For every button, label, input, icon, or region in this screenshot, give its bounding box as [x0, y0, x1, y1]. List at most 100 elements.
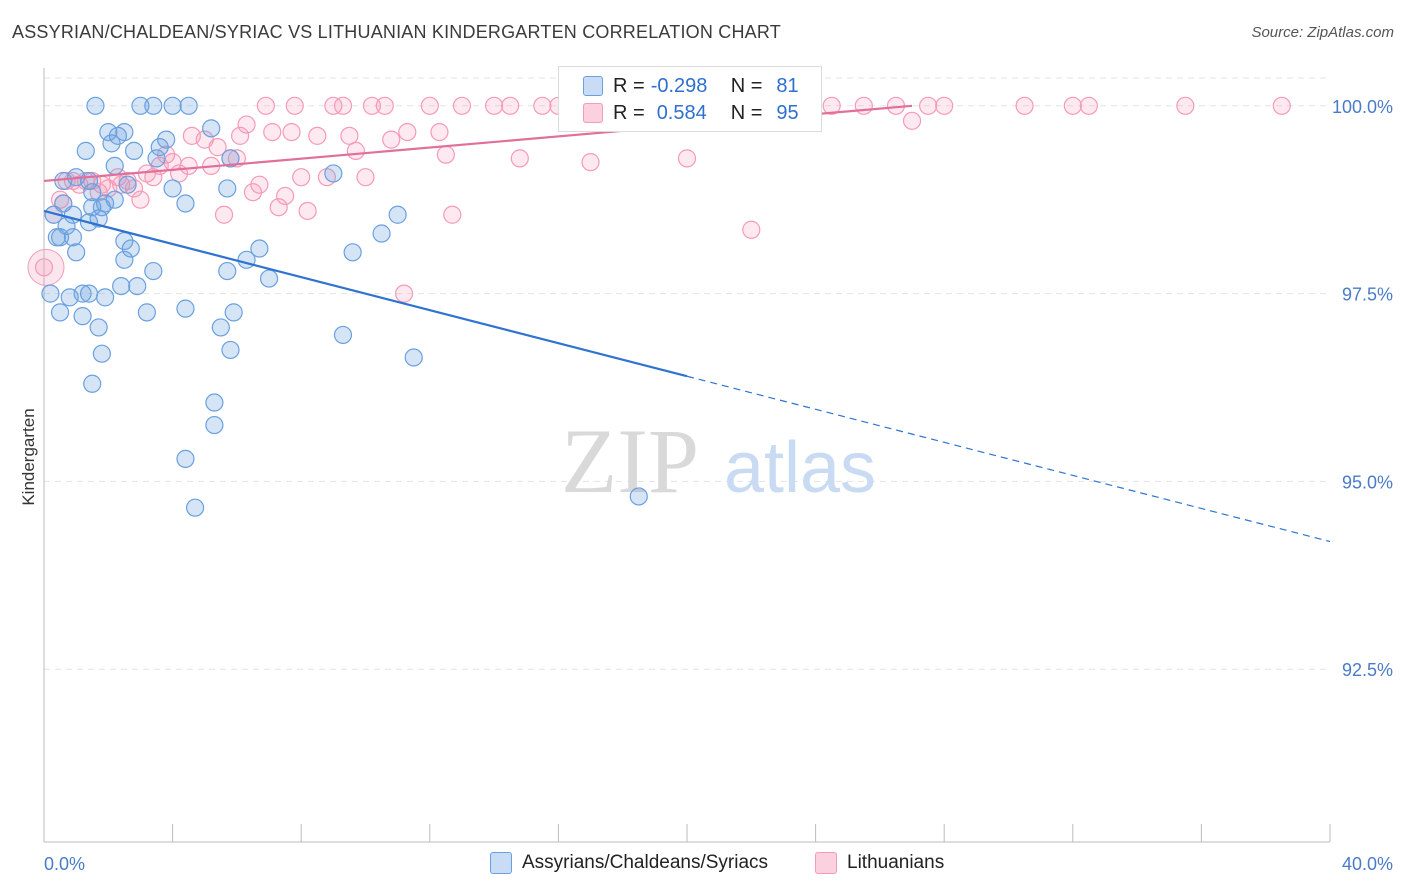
point-assyrians	[629, 487, 648, 506]
point-assyrians	[89, 209, 108, 228]
point-assyrians	[186, 498, 205, 517]
point-assyrians	[73, 307, 92, 326]
point-assyrians	[237, 250, 256, 269]
point-lithuanians	[1272, 96, 1291, 115]
series-assyrians	[41, 96, 648, 517]
point-lithuanians	[854, 96, 873, 115]
point-lithuanians	[485, 96, 504, 115]
bottom-legend-swatch-blue	[490, 852, 512, 874]
point-assyrians	[92, 198, 111, 217]
point-lithuanians	[398, 122, 417, 142]
point-lithuanians	[436, 145, 455, 164]
point-assyrians	[218, 179, 237, 198]
point-lithuanians	[822, 96, 841, 115]
y-tick-label: 100.0%	[1332, 97, 1393, 117]
point-assyrians	[144, 96, 163, 115]
point-lithuanians	[443, 205, 462, 224]
legend-n-label-blue: N =	[730, 74, 763, 97]
point-lithuanians	[308, 126, 327, 145]
y-axis-title: Kindergarten	[19, 408, 38, 505]
point-assyrians	[83, 183, 102, 202]
point-lithuanians	[919, 96, 938, 115]
point-assyrians	[205, 393, 224, 412]
point-assyrians	[41, 284, 60, 303]
legend-r-value-pink: 0.584	[656, 101, 707, 124]
point-assyrians	[83, 374, 102, 393]
point-lithuanians	[1079, 96, 1098, 115]
point-lithuanians	[179, 156, 198, 176]
point-lithuanians	[346, 141, 365, 160]
point-lithuanians	[250, 175, 269, 194]
point-assyrians	[147, 149, 166, 168]
point-assyrians	[131, 96, 150, 115]
trend-line-assyrians	[43, 209, 688, 378]
point-assyrians	[105, 156, 124, 176]
point-assyrians	[163, 96, 182, 115]
legend-r-label-pink: R =	[613, 101, 645, 124]
watermark: ZIP atlas	[561, 410, 876, 512]
point-assyrians	[150, 138, 169, 157]
chart-title: ASSYRIAN/CHALDEAN/SYRIAC VS LITHUANIAN K…	[12, 22, 781, 42]
point-lithuanians	[214, 205, 234, 224]
point-assyrians	[179, 96, 198, 115]
point-lithuanians	[324, 96, 343, 115]
watermark-atlas: atlas	[724, 428, 876, 508]
point-lithuanians	[510, 149, 529, 168]
point-lithuanians	[382, 130, 401, 149]
point-lithuanians	[1015, 96, 1034, 115]
point-assyrians	[128, 276, 147, 296]
point-lithuanians	[227, 149, 246, 168]
point-lithuanians	[263, 122, 282, 142]
bottom-legend-label-pink: Lithuanians	[847, 852, 945, 873]
point-assyrians	[67, 243, 86, 262]
point-assyrians	[137, 303, 156, 322]
point-assyrians	[176, 449, 195, 468]
point-assyrians	[250, 239, 269, 258]
point-lithuanians	[237, 115, 256, 134]
point-assyrians	[79, 284, 99, 303]
point-assyrians	[224, 303, 243, 322]
point-assyrians	[89, 318, 108, 337]
point-assyrians	[372, 224, 391, 243]
point-lithuanians	[935, 96, 954, 115]
point-assyrians	[259, 269, 279, 288]
point-assyrians	[163, 179, 182, 198]
point-assyrians	[50, 228, 70, 247]
point-lithuanians	[282, 122, 301, 142]
point-lithuanians	[292, 168, 311, 187]
point-lithuanians	[256, 96, 275, 115]
x-tick-label-max: 40.0%	[1342, 854, 1393, 874]
point-assyrians	[86, 96, 105, 115]
point-assyrians	[221, 149, 240, 168]
point-assyrians	[102, 134, 121, 153]
point-assyrians	[121, 239, 140, 258]
point-assyrians	[92, 344, 111, 363]
legend-r-label-blue: R =	[613, 74, 645, 97]
point-lithuanians	[276, 186, 295, 206]
point-lithuanians	[452, 96, 472, 115]
point-lithuanians	[131, 190, 150, 209]
point-lithuanians	[340, 126, 359, 145]
point-lithuanians-large	[27, 248, 65, 286]
point-assyrians	[50, 303, 70, 322]
point-lithuanians	[742, 220, 761, 239]
point-lithuanians	[34, 258, 54, 277]
point-assyrians	[115, 250, 134, 269]
y-tick-label: 92.5%	[1342, 660, 1393, 680]
x-tick-label-min: 0.0%	[44, 854, 85, 874]
bottom-legend-pink: Lithuanians	[815, 852, 944, 874]
point-lithuanians	[243, 183, 263, 202]
point-assyrians	[76, 141, 95, 160]
point-assyrians	[157, 130, 176, 149]
legend-n-label-pink: N =	[730, 101, 763, 124]
y-tick-label: 95.0%	[1342, 472, 1393, 492]
point-assyrians	[124, 141, 144, 160]
legend-row-blue: R = -0.298 N = 81	[583, 73, 799, 99]
y-tick-label: 97.5%	[1342, 285, 1393, 305]
tick-labels: 100.0% 97.5% 95.0% 92.5% 0.0% 40.0% Kindergart…	[19, 97, 1393, 874]
point-assyrians	[118, 175, 137, 194]
point-assyrians	[63, 228, 83, 247]
axes	[43, 68, 1331, 843]
point-assyrians	[73, 284, 92, 303]
point-lithuanians	[285, 96, 304, 115]
